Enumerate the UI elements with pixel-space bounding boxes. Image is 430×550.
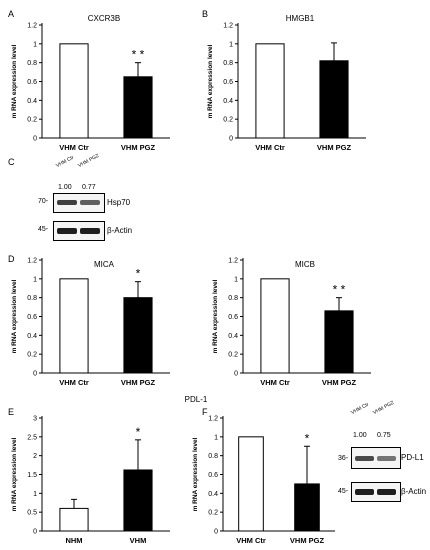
chart-f-tick-label: 0.8 [208, 453, 218, 460]
chart-f-category-label: VHM PGZ [290, 536, 325, 545]
chart-b-tick-label: 0 [229, 136, 233, 143]
chart-e-tick-label: 2.5 [27, 434, 37, 441]
panel-letter-e: E [8, 407, 15, 417]
panel-letter-a: A [8, 9, 15, 19]
chart-e-tick-label: 1.5 [27, 472, 37, 479]
chart-b-category-label: VHM PGZ [317, 143, 352, 152]
chart-f-tick-label: 1 [214, 434, 218, 441]
chart-d1-tick-label: 1 [33, 276, 37, 283]
chart-f-tick-label: 0 [214, 529, 218, 536]
chart-d2-tick-label: 1.2 [228, 258, 238, 265]
chart-d2-category-label: VHM Ctr [260, 378, 290, 387]
chart-d2-category-label: VHM PGZ [322, 378, 357, 387]
panel-letter-c: C [8, 157, 15, 167]
chart-a-tick-label: 0.8 [27, 60, 37, 67]
chart-b-tick-label: 0.6 [223, 79, 233, 86]
chart-b-tick-label: 1.2 [223, 23, 233, 30]
chart-d1-bar [123, 297, 153, 374]
chart-d2-ylabel: m RNA expression level [212, 279, 219, 353]
chart-a-tick-label: 0 [33, 136, 37, 143]
chart-f-tick-label: 0.4 [208, 491, 218, 498]
chart-e-tick-label: 0 [33, 529, 37, 536]
chart-d2-bar [324, 310, 354, 374]
chart-d1-tick-label: 0.8 [27, 295, 37, 302]
chart-d2-tick-label: 0.8 [228, 295, 238, 302]
chart-a-title: CXCR3B [88, 14, 120, 23]
chart-d1-title: MICA [94, 260, 115, 269]
chart-d1-tick-label: 0.2 [27, 352, 37, 359]
chart-b-tick-label: 0.8 [223, 60, 233, 67]
chart-d1-ylabel: m RNA expression level [11, 279, 18, 353]
chart-d1-tick-label: 0.6 [27, 314, 37, 321]
chart-e-category-label: VHM [130, 536, 147, 545]
chart-d1-significance: * [136, 267, 141, 281]
chart-a-category-label: VHM PGZ [121, 143, 156, 152]
chart-b-tick-label: 0.4 [223, 98, 233, 105]
chart-b-title: HMGB1 [286, 14, 315, 23]
chart-e-bar [59, 507, 89, 532]
chart-e-tick-label: 2 [33, 453, 37, 460]
chart-a-tick-label: 1.2 [27, 23, 37, 30]
chart-f-tick-label: 0.6 [208, 472, 218, 479]
chart-e-tick-label: 1 [33, 491, 37, 498]
chart-a-tick-label: 0.4 [27, 98, 37, 105]
chart-d2-tick-label: 0.6 [228, 314, 238, 321]
chart-a-tick-label: 1 [33, 41, 37, 48]
chart-b-tick-label: 1 [229, 41, 233, 48]
chart-b-ylabel: m RNA expression level [207, 44, 214, 118]
chart-d2-tick-label: 0 [234, 371, 238, 378]
chart-e-tick-label: 3 [33, 416, 37, 423]
chart-f-bar [294, 483, 320, 532]
chart-d2-tick-label: 1 [234, 276, 238, 283]
chart-f-category-label: VHM Ctr [236, 536, 266, 545]
chart-a-ylabel: m RNA expression level [11, 44, 18, 118]
chart-d1-tick-label: 0 [33, 371, 37, 378]
chart-b-bar [255, 43, 285, 139]
chart-e-ylabel: m RNA expression level [11, 437, 18, 511]
chart-d1-tick-label: 0.4 [27, 333, 37, 340]
chart-d1-tick-label: 1.2 [27, 258, 37, 265]
chart-f-tick-label: 0.2 [208, 510, 218, 517]
chart-f-significance: * [305, 431, 310, 445]
chart-d2-tick-label: 0.4 [228, 333, 238, 340]
chart-d1-category-label: VHM PGZ [121, 378, 156, 387]
chart-a-tick-label: 0.6 [27, 79, 37, 86]
panel-letter-d: D [8, 254, 15, 264]
chart-d2-title: MICB [295, 260, 315, 269]
chart-f-tick-label: 1.2 [208, 416, 218, 423]
chart-a-bar [59, 43, 89, 139]
chart-a-significance: * * [132, 48, 145, 62]
chart-b-bar [319, 60, 349, 139]
chart-f-bar [238, 436, 264, 532]
chart-e-bar [123, 469, 153, 532]
chart-e-tick-label: 0.5 [27, 510, 37, 517]
chart-d1-category-label: VHM Ctr [59, 378, 89, 387]
panel-letter-f: F [202, 407, 208, 417]
chart-a-tick-label: 0.2 [27, 117, 37, 124]
chart-e-title: PDL-1 [185, 395, 208, 404]
chart-d2-bar [260, 278, 290, 374]
chart-b-category-label: VHM Ctr [255, 143, 285, 152]
chart-d2-significance: * * [333, 283, 346, 297]
chart-d2-tick-label: 0.2 [228, 352, 238, 359]
chart-e-significance: * [136, 425, 141, 439]
chart-f-ylabel: m RNA expression level [192, 437, 199, 511]
chart-d1-bar [59, 278, 89, 374]
chart-a-bar [123, 76, 153, 139]
panel-letter-b: B [202, 9, 209, 19]
chart-e-category-label: NHM [65, 536, 82, 545]
chart-a-category-label: VHM Ctr [59, 143, 89, 152]
chart-b-tick-label: 0.2 [223, 117, 233, 124]
